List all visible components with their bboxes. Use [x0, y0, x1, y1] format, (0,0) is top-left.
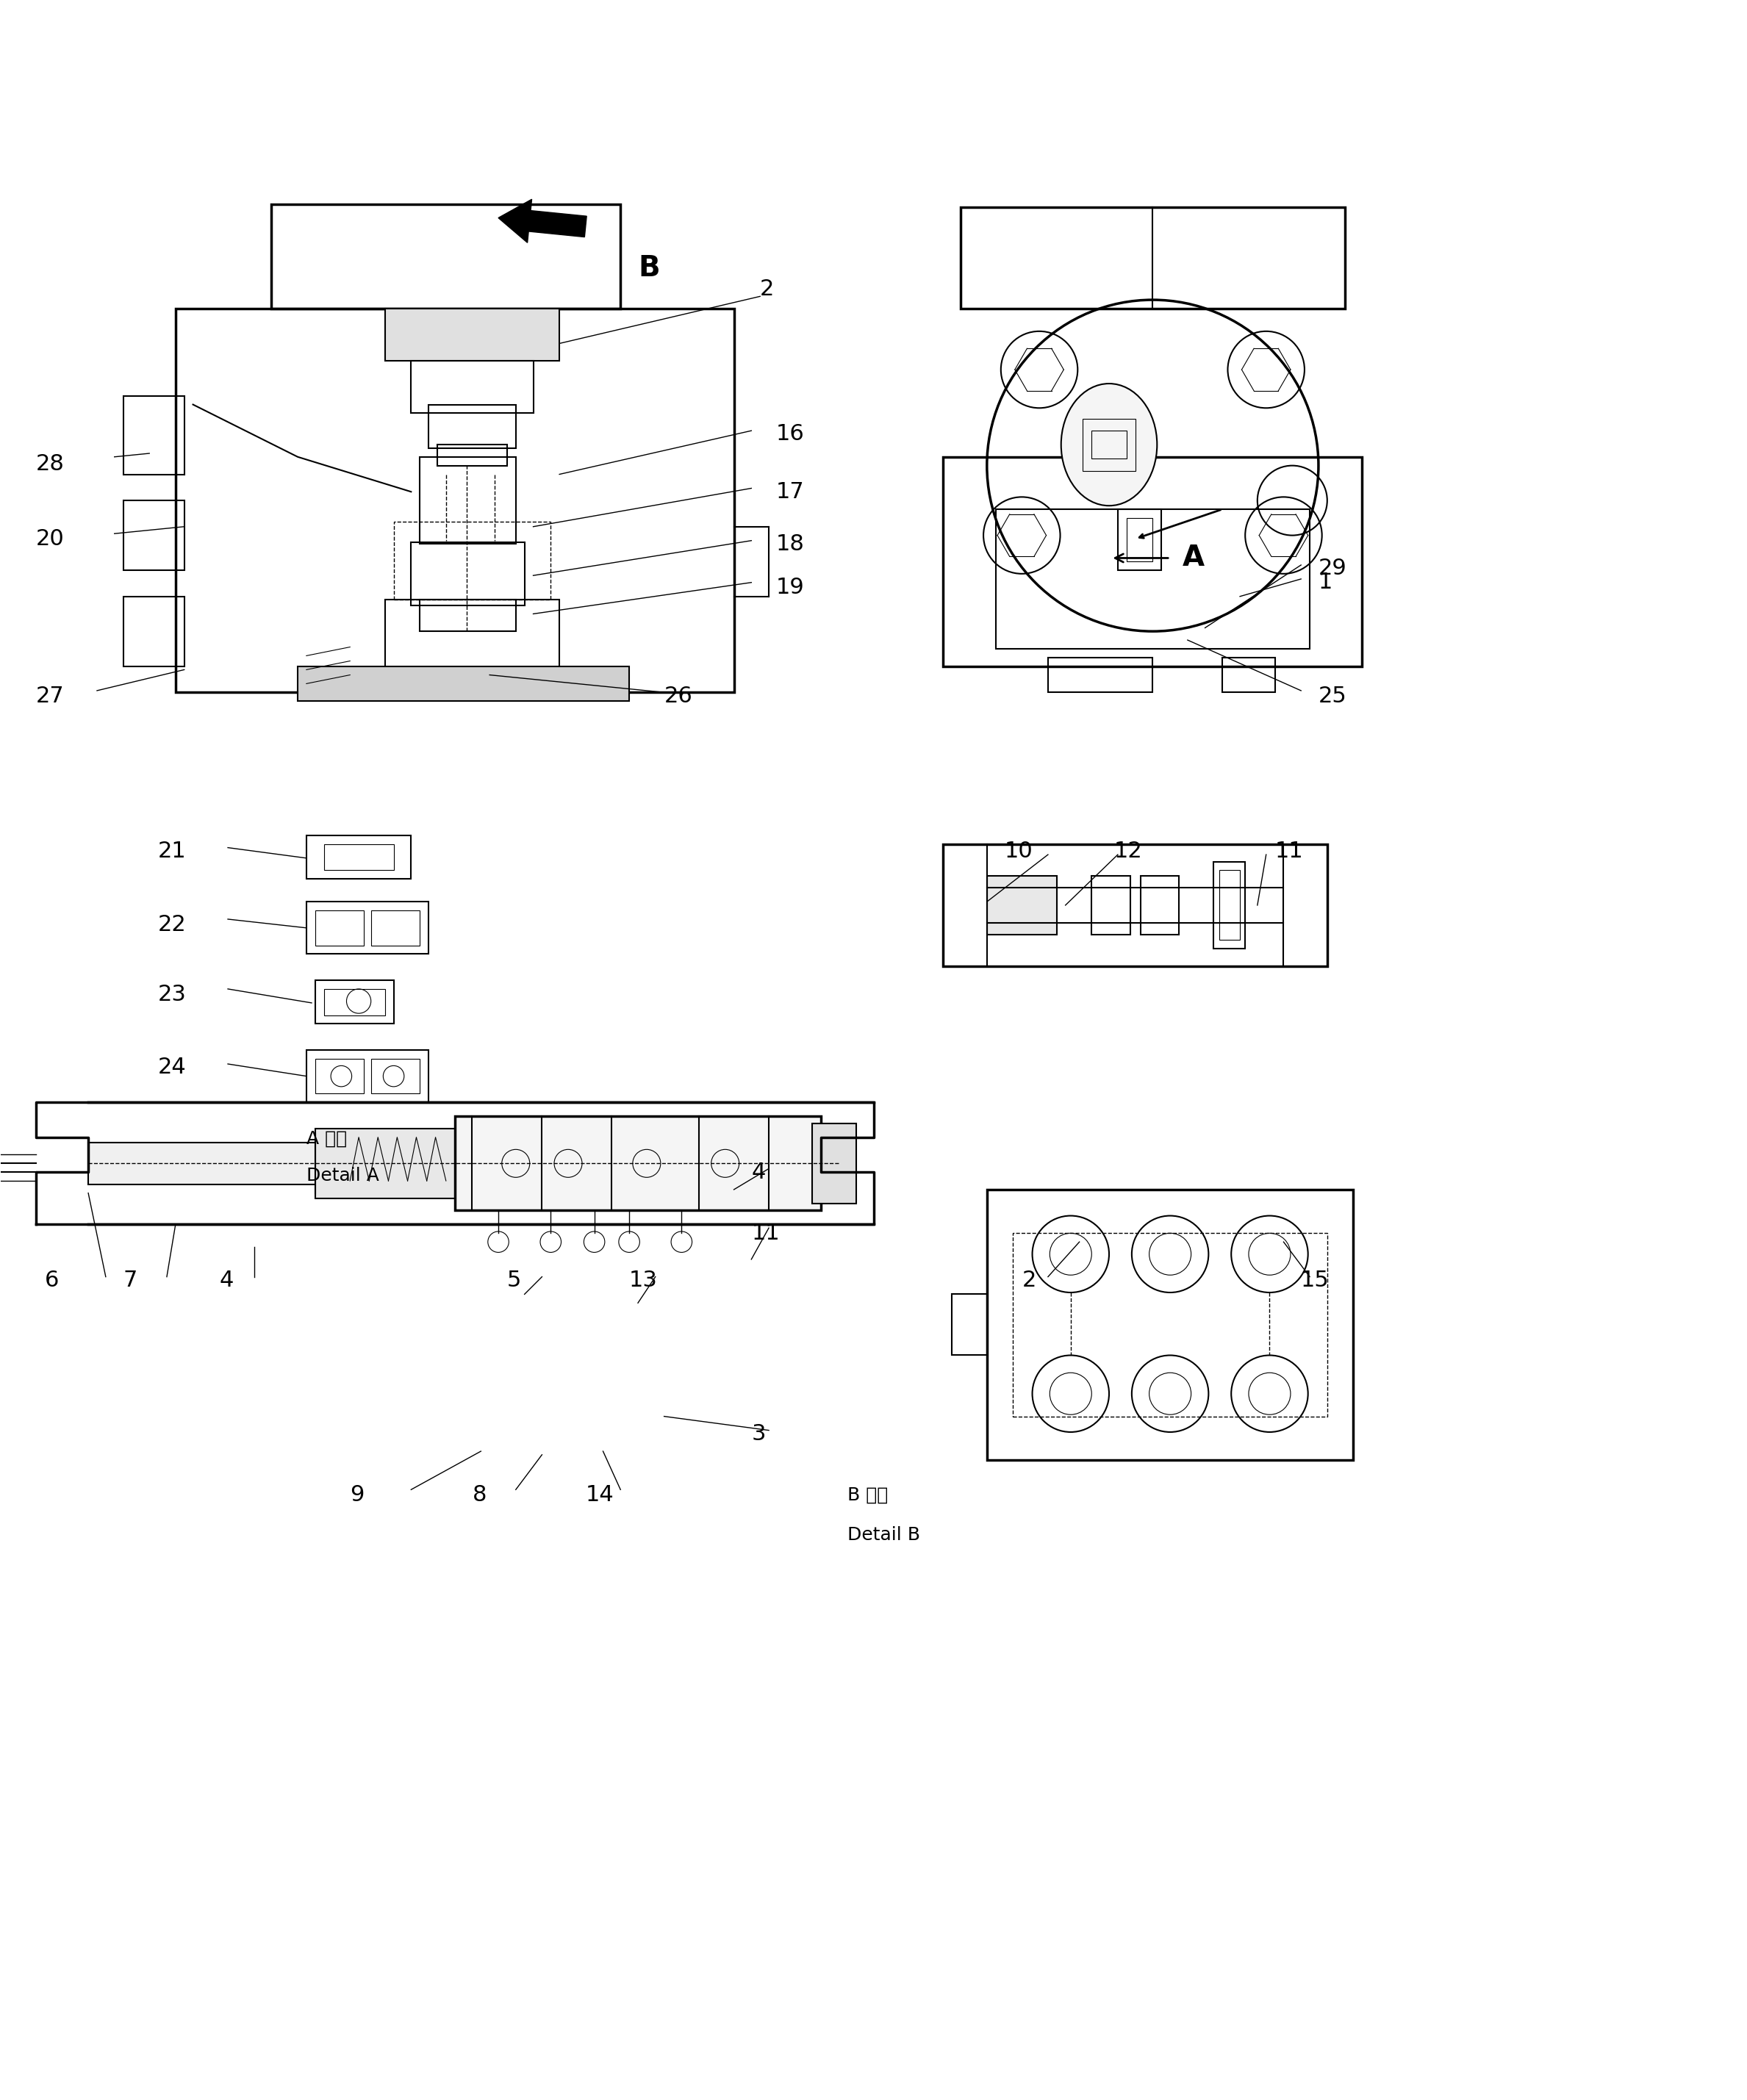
Bar — [370, 1058, 419, 1094]
Bar — [1092, 876, 1130, 935]
Text: 4: 4 — [751, 1161, 765, 1182]
Bar — [393, 521, 550, 601]
Text: 22: 22 — [157, 914, 187, 934]
Bar — [323, 844, 393, 869]
Text: 20: 20 — [37, 529, 65, 550]
Bar — [996, 508, 1310, 649]
Bar — [306, 836, 411, 880]
Bar — [437, 445, 507, 466]
Text: 6: 6 — [45, 1270, 59, 1291]
Bar — [1083, 418, 1136, 470]
Text: 12: 12 — [1115, 840, 1143, 861]
Text: 7: 7 — [124, 1270, 138, 1291]
Text: A 詳細: A 詳細 — [306, 1130, 348, 1149]
Text: Detail A: Detail A — [306, 1168, 379, 1184]
Text: 10: 10 — [1005, 840, 1032, 861]
Bar — [314, 1058, 363, 1094]
Bar — [952, 1294, 987, 1354]
Text: B: B — [638, 254, 660, 281]
Text: 27: 27 — [37, 685, 65, 706]
Bar — [306, 1050, 428, 1102]
Bar — [1223, 657, 1275, 693]
Bar — [943, 844, 1328, 966]
Text: 2: 2 — [760, 279, 774, 300]
Bar — [306, 901, 428, 953]
Bar — [124, 395, 183, 475]
Text: 15: 15 — [1302, 1270, 1329, 1291]
Bar — [314, 911, 363, 945]
Bar — [175, 309, 734, 693]
Text: Detail B: Detail B — [847, 1527, 921, 1544]
Text: 8: 8 — [472, 1485, 486, 1506]
Bar — [89, 1142, 349, 1184]
Bar — [384, 601, 559, 687]
Text: 16: 16 — [776, 424, 804, 445]
Bar — [1127, 519, 1153, 561]
Text: 25: 25 — [1319, 685, 1347, 706]
Bar — [428, 405, 515, 447]
Bar — [419, 458, 515, 544]
Bar — [370, 911, 419, 945]
Text: 23: 23 — [157, 983, 187, 1004]
Text: 28: 28 — [37, 454, 65, 475]
Text: A: A — [1183, 544, 1204, 571]
Bar — [1092, 430, 1127, 458]
Bar — [419, 601, 515, 632]
Bar — [987, 1189, 1354, 1460]
Text: 17: 17 — [776, 481, 804, 502]
Text: B 詳細: B 詳細 — [847, 1487, 887, 1504]
Text: 26: 26 — [664, 685, 692, 706]
Bar — [411, 361, 533, 414]
Bar — [314, 981, 393, 1025]
Bar — [323, 989, 384, 1014]
Text: 11: 11 — [751, 1222, 779, 1243]
Text: 3: 3 — [751, 1424, 765, 1445]
Text: 21: 21 — [157, 840, 187, 861]
Bar — [1214, 861, 1246, 949]
Text: 5: 5 — [507, 1270, 521, 1291]
Text: 18: 18 — [776, 533, 804, 554]
Bar — [384, 309, 559, 361]
Text: 24: 24 — [157, 1056, 187, 1077]
Bar — [943, 458, 1363, 666]
Bar — [1118, 508, 1162, 571]
Bar — [297, 666, 629, 701]
Text: 2: 2 — [1022, 1270, 1036, 1291]
Bar — [961, 208, 1345, 309]
Bar — [1013, 1233, 1328, 1415]
Text: 14: 14 — [585, 1485, 613, 1506]
Text: 9: 9 — [349, 1485, 365, 1506]
Bar — [124, 500, 183, 571]
Bar — [1048, 657, 1153, 693]
Text: 13: 13 — [629, 1270, 659, 1291]
Bar — [454, 1117, 821, 1210]
Bar — [812, 1124, 856, 1203]
Bar — [1141, 876, 1179, 935]
FancyArrow shape — [498, 200, 587, 244]
Bar — [314, 1128, 472, 1199]
Text: 4: 4 — [218, 1270, 234, 1291]
Ellipse shape — [1060, 384, 1157, 506]
Text: 29: 29 — [1319, 559, 1347, 580]
Bar — [411, 542, 524, 605]
Bar — [987, 876, 1057, 935]
Text: 11: 11 — [1275, 840, 1303, 861]
Text: 1: 1 — [1319, 571, 1333, 592]
Bar — [271, 204, 620, 309]
Bar — [124, 596, 183, 666]
Text: 19: 19 — [776, 578, 804, 598]
Bar — [1219, 869, 1240, 941]
